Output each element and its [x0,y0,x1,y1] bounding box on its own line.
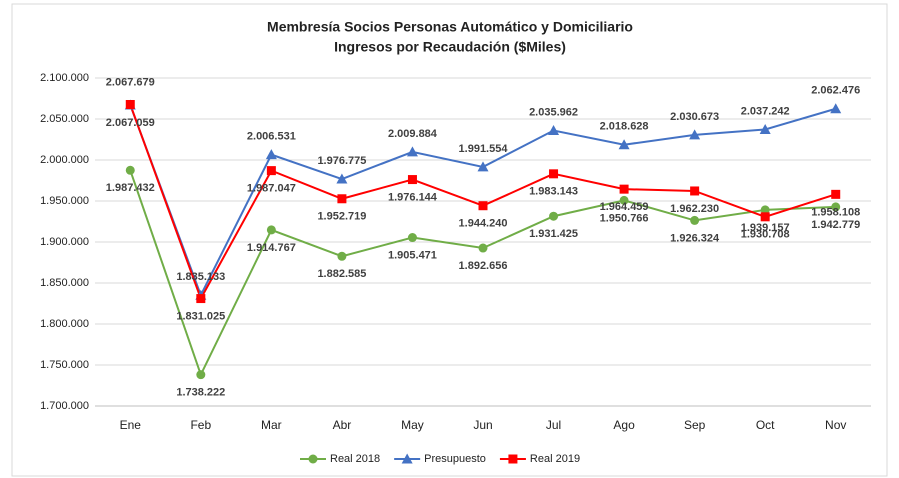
x-tick-label: Nov [825,418,846,432]
chart-title: Membresía Socios Personas Automático y D… [267,19,633,35]
marker [549,169,559,179]
data-label: 1.738.222 [176,387,225,399]
marker [831,189,841,199]
marker [690,186,700,196]
marker [401,453,413,464]
legend-label: Presupuesto [424,453,486,465]
y-tick-label: 1.750.000 [40,359,89,371]
marker [407,175,417,185]
x-tick-label: Sep [684,418,706,432]
data-label: 1.914.767 [247,242,296,254]
y-tick-label: 1.950.000 [40,195,89,207]
data-label: 2.030.673 [670,111,719,123]
marker [548,125,560,136]
data-label: 1.930.708 [741,229,790,241]
chart-subtitle: Ingresos por Recaudación ($Miles) [334,39,566,55]
marker [830,103,842,114]
y-tick-label: 1.850.000 [40,277,89,289]
data-label: 1.950.766 [600,212,649,224]
data-label: 1.931.425 [529,228,578,240]
data-label: 1.962.230 [670,203,719,215]
marker [689,129,701,140]
marker [266,166,276,176]
marker [337,194,347,204]
marker [760,205,770,215]
marker [266,225,276,235]
y-tick-label: 2.000.000 [40,154,89,166]
marker [478,243,488,253]
data-label: 2.006.531 [247,131,296,143]
marker [407,233,417,243]
y-tick-label: 1.800.000 [40,318,89,330]
data-label: 2.018.628 [600,121,649,133]
marker [619,195,629,205]
data-label: 1.958.108 [811,206,860,218]
x-tick-label: Oct [756,418,775,432]
data-label: 2.035.962 [529,106,578,118]
data-label: 2.037.242 [741,105,790,117]
data-label: 1.944.240 [459,218,508,230]
x-tick-label: Ago [613,418,635,432]
marker [477,161,489,172]
x-tick-label: Abr [333,418,352,432]
data-label: 1.926.324 [670,232,720,244]
x-tick-label: Ene [120,418,142,432]
data-label: 1.987.432 [106,182,155,194]
marker [265,149,277,160]
data-label: 1.952.719 [317,211,366,223]
y-tick-label: 1.900.000 [40,236,89,248]
marker [125,100,135,110]
data-label: 1.905.471 [388,249,437,261]
data-label: 2.062.476 [811,85,860,97]
marker [549,211,559,221]
marker [759,123,771,134]
y-tick-label: 2.100.000 [40,72,89,84]
data-label: 1.939.157 [741,222,790,234]
marker [478,201,488,211]
data-label: 1.991.554 [459,143,509,155]
marker [196,370,206,380]
marker [508,454,518,464]
marker [690,215,700,225]
x-tick-label: Jul [546,418,561,432]
y-tick-label: 2.050.000 [40,113,89,125]
data-label: 1.987.047 [247,183,296,195]
marker [196,294,206,304]
data-label: 1.976.144 [388,191,438,203]
marker [308,454,318,464]
data-label: 2.009.884 [388,128,438,140]
data-label: 1.835.133 [176,271,225,283]
legend-label: Real 2019 [530,453,580,465]
data-label: 1.942.779 [811,219,860,231]
data-label: 1.882.585 [317,268,366,280]
data-label: 2.067.679 [106,76,155,88]
marker [406,146,418,157]
marker [831,202,841,212]
y-tick-label: 1.700.000 [40,400,89,412]
marker [336,173,348,184]
data-label: 1.983.143 [529,186,578,198]
data-label: 2.067.059 [106,117,155,129]
marker [337,251,347,261]
x-tick-label: May [401,418,424,432]
chart-frame [11,3,888,477]
marker [125,165,135,175]
marker [760,212,770,222]
data-label: 1.976.775 [317,155,366,167]
x-tick-label: Mar [261,418,282,432]
x-tick-label: Jun [473,418,492,432]
data-label: 1.892.656 [459,260,508,272]
data-label: 1.831.025 [176,310,225,322]
data-label: 1.964.459 [600,201,649,213]
marker [619,184,629,194]
x-tick-label: Feb [190,418,211,432]
marker [618,139,630,150]
legend-label: Real 2018 [330,453,380,465]
